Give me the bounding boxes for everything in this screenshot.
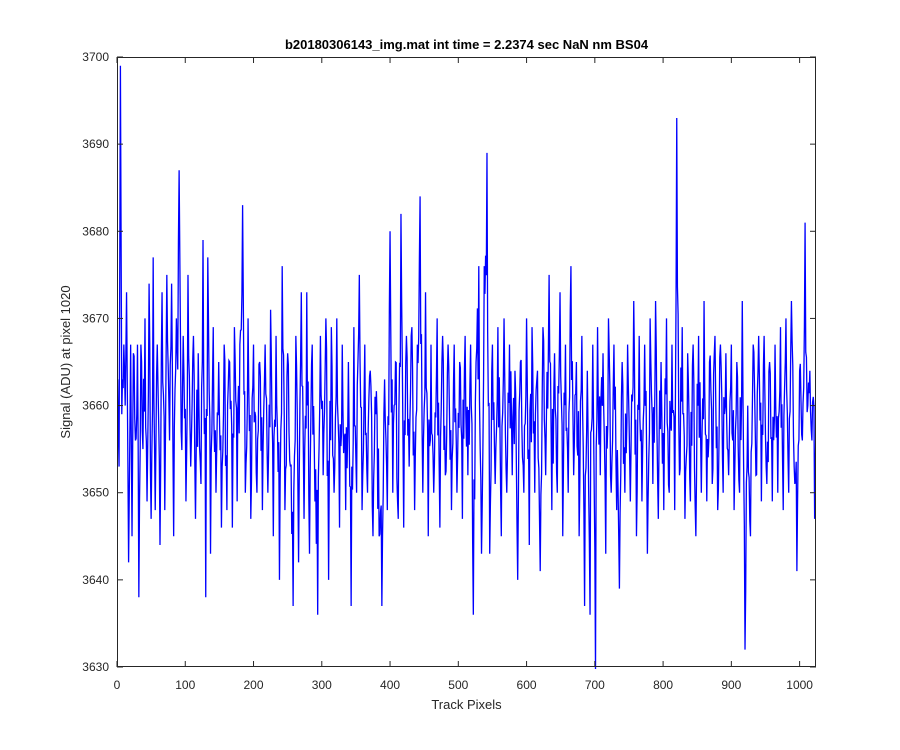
x-tick-label: 300: [312, 678, 332, 692]
y-tick-label: 3700: [82, 50, 109, 64]
signal-series-line: [117, 65, 816, 669]
x-axis-ticks: 0 100 200 300 400 500 600 700 800 900 1000: [114, 57, 813, 692]
y-tick-label: 3650: [82, 486, 109, 500]
x-tick-label: 900: [721, 678, 741, 692]
x-tick-label: 200: [244, 678, 264, 692]
x-tick-label: 600: [517, 678, 537, 692]
x-tick-label: 700: [585, 678, 605, 692]
x-tick-label: 400: [380, 678, 400, 692]
y-tick-label: 3630: [82, 660, 109, 674]
x-tick-label: 800: [653, 678, 673, 692]
x-tick-label: 1000: [786, 678, 813, 692]
chart-title: b20180306143_img.mat int time = 2.2374 s…: [285, 37, 649, 52]
y-axis-ticks: 3630 3640 3650 3660 3670 3680 3690 3700: [82, 50, 816, 674]
x-tick-label: 500: [448, 678, 468, 692]
y-tick-label: 3680: [82, 224, 109, 238]
y-tick-label: 3670: [82, 311, 109, 325]
series-layer: [117, 65, 816, 669]
plot-area: [117, 57, 816, 667]
y-tick-label: 3660: [82, 399, 109, 413]
y-tick-label: 3640: [82, 573, 109, 587]
y-tick-label: 3690: [82, 137, 109, 151]
axes-box: [117, 57, 816, 667]
x-axis-label: Track Pixels: [431, 697, 502, 712]
x-tick-label: 0: [114, 678, 121, 692]
x-tick-label: 100: [175, 678, 195, 692]
y-axis-label: Signal (ADU) at pixel 1020: [58, 285, 73, 438]
